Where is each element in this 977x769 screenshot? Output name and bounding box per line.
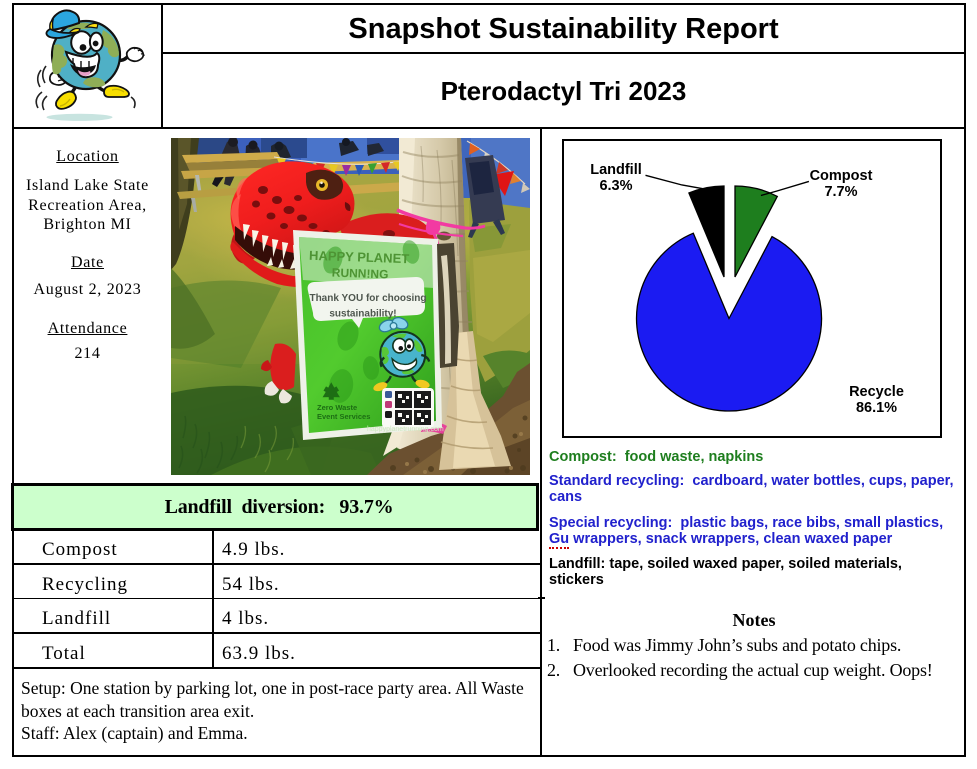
- svg-text:HAPPY PLANET: HAPPY PLANET: [309, 248, 410, 266]
- svg-text:Zero Waste: Zero Waste: [317, 403, 357, 412]
- svg-text:sustainability!: sustainability!: [329, 309, 396, 320]
- svg-text:RUNN!NG: RUNN!NG: [332, 266, 389, 282]
- svg-text:Thank YOU for choosing: Thank YOU for choosing: [309, 293, 426, 304]
- svg-text:Event Services: Event Services: [317, 412, 370, 421]
- svg-text:happyplanetrunning.com: happyplanetrunning.com: [367, 426, 444, 433]
